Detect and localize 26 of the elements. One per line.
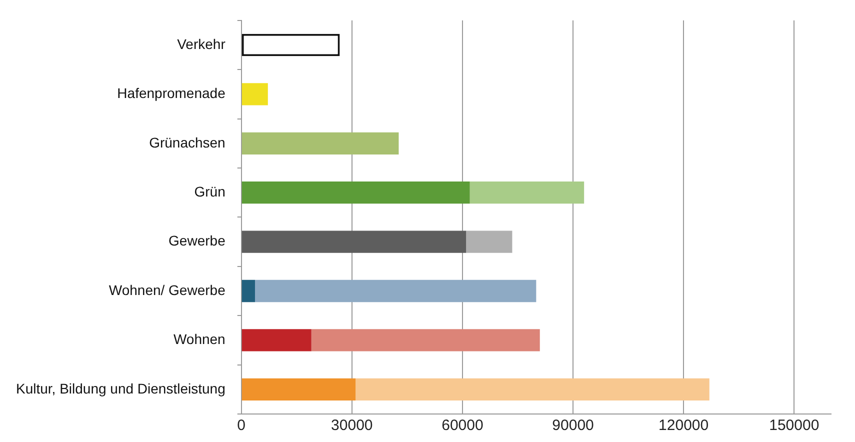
x-tick-label: 0 (237, 417, 246, 434)
x-tick-label: 60000 (442, 417, 484, 434)
bar (242, 230, 466, 253)
bar (242, 132, 399, 154)
bar (242, 378, 356, 400)
bar (242, 329, 312, 352)
bar (311, 329, 540, 352)
bar (242, 280, 255, 302)
bar (254, 280, 536, 302)
bar (242, 83, 268, 106)
bar (466, 230, 512, 253)
x-tick-label: 120000 (658, 417, 709, 434)
y-tick-label: Grünachsen (149, 134, 226, 150)
x-tick-label: 150000 (769, 417, 820, 434)
x-tick-label: 90000 (552, 417, 594, 434)
y-tick-label: Wohnen (173, 331, 226, 348)
y-tick-label: Kultur, Bildung und Dienstleistung (16, 380, 226, 396)
bar (470, 182, 584, 204)
y-tick-label: Verkehr (177, 36, 226, 52)
y-tick-label: Grün (194, 183, 226, 200)
y-tick-label: Wohnen/ Gewerbe (108, 282, 226, 298)
x-tick-label: 30000 (331, 417, 373, 434)
y-tick-label: Gewerbe (168, 232, 226, 249)
bar (356, 378, 710, 400)
y-tick-label: Hafenpromenade (117, 85, 226, 102)
bar (242, 182, 470, 204)
